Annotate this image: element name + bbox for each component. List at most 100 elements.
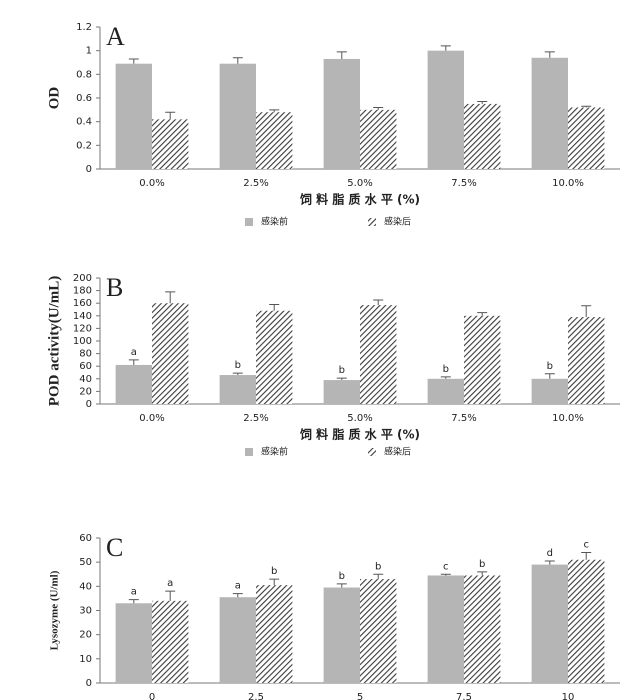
error-bar	[581, 305, 592, 318]
significance-letter: a	[167, 578, 173, 589]
significance-letter: b	[443, 364, 449, 375]
y-tick-label: 140	[73, 311, 92, 322]
y-tick-label: 0	[86, 164, 92, 175]
x-tick-label: 5	[357, 692, 363, 700]
error-bar	[128, 599, 139, 604]
significance-letter: b	[547, 361, 553, 372]
x-tick-label: 5.0%	[347, 413, 372, 424]
bar	[323, 587, 360, 683]
x-tick-label: 0	[149, 692, 155, 700]
bar	[427, 50, 464, 169]
panel-label: A	[106, 22, 125, 51]
error-bar	[544, 51, 555, 58]
significance-letter: d	[547, 548, 553, 559]
error-bar	[336, 583, 347, 588]
x-tick-label: 0.0%	[139, 413, 164, 424]
panel-label: B	[106, 273, 123, 302]
significance-letter: b	[375, 561, 381, 572]
error-bar	[269, 303, 280, 311]
bar	[256, 112, 293, 169]
x-tick-label: 7.5%	[451, 413, 476, 424]
bar	[152, 600, 189, 683]
y-tick-label: 0	[86, 678, 92, 689]
significance-letter: b	[235, 360, 241, 371]
bar	[464, 575, 501, 683]
bar	[115, 63, 152, 169]
error-bar	[336, 51, 347, 59]
legend-label: 感染前	[261, 216, 288, 228]
x-tick-label: 10.0%	[552, 178, 584, 189]
legend-label: 感染前	[261, 446, 288, 458]
bar	[568, 317, 605, 404]
significance-letter: b	[271, 566, 277, 577]
y-axis-label: POD activity(U/mL)	[46, 276, 62, 406]
x-tick-label: 2.5%	[243, 178, 268, 189]
error-bar	[165, 291, 176, 304]
error-bar	[232, 57, 243, 64]
error-bar	[544, 560, 555, 565]
error-bar	[581, 552, 592, 560]
y-tick-label: 20	[79, 630, 92, 641]
error-bar	[373, 573, 384, 580]
significance-letter: b	[339, 571, 345, 582]
y-tick-label: 1.2	[76, 22, 92, 33]
bar	[115, 364, 152, 404]
bar	[256, 585, 293, 683]
bar	[464, 315, 501, 404]
y-tick-label: 40	[79, 374, 92, 385]
legend-label: 感染后	[384, 216, 411, 228]
error-bar	[373, 299, 384, 306]
significance-letter: a	[131, 347, 137, 358]
legend-swatch	[368, 218, 376, 226]
y-tick-label: 30	[79, 606, 92, 617]
x-axis-label: 饲 料 脂 质 水 平 (%)	[299, 427, 420, 442]
legend-swatch	[245, 218, 253, 226]
y-tick-label: 80	[79, 349, 92, 360]
y-tick-label: 120	[73, 323, 92, 334]
bar	[568, 559, 605, 683]
bar	[531, 564, 568, 683]
error-bar	[373, 106, 384, 110]
significance-letter: c	[583, 540, 589, 551]
x-tick-label: 10	[562, 692, 575, 700]
x-tick-label: 2.5	[248, 692, 264, 700]
y-tick-label: 60	[79, 361, 92, 372]
x-tick-label: 10.0%	[552, 413, 584, 424]
y-tick-label: 1	[86, 46, 92, 57]
error-bar	[477, 312, 488, 316]
y-tick-label: 50	[79, 557, 92, 568]
significance-letter: b	[339, 365, 345, 376]
bar	[427, 575, 464, 683]
error-bar	[269, 109, 280, 113]
error-bar	[269, 578, 280, 586]
y-tick-label: 60	[79, 533, 92, 544]
y-tick-label: 40	[79, 581, 92, 592]
x-tick-label: 5.0%	[347, 178, 372, 189]
error-bar	[544, 373, 555, 379]
bar	[531, 57, 568, 170]
x-axis-label: 饲 料 脂 质 水 平 (%)	[299, 192, 420, 207]
bar	[219, 597, 256, 683]
error-bar	[336, 377, 347, 381]
bar	[115, 603, 152, 683]
error-bar	[440, 376, 451, 379]
x-tick-label: 0.0%	[139, 178, 164, 189]
x-tick-label: 7.5%	[451, 178, 476, 189]
error-bar	[232, 593, 243, 598]
significance-letter: c	[443, 561, 449, 572]
y-tick-label: 160	[73, 298, 92, 309]
bar	[152, 303, 189, 404]
error-bar	[440, 45, 451, 51]
legend-swatch	[368, 448, 376, 456]
y-axis-label: OD	[46, 87, 62, 110]
panel-label: C	[106, 533, 123, 562]
x-tick-label: 2.5%	[243, 413, 268, 424]
legend-swatch	[245, 448, 253, 456]
error-bar	[128, 359, 139, 365]
bar	[360, 305, 397, 404]
bar	[219, 63, 256, 169]
y-tick-label: 0.8	[76, 69, 92, 80]
error-bar	[581, 105, 592, 108]
bar	[256, 310, 293, 404]
